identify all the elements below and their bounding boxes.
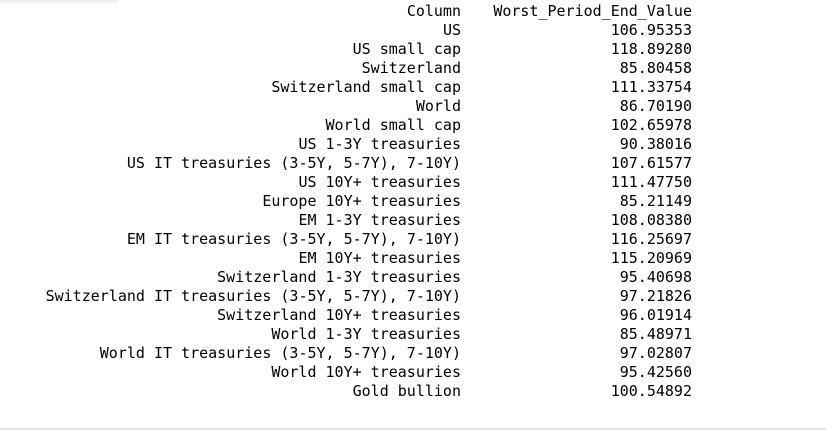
table-row: Switzerland small cap 111.33754	[0, 78, 692, 97]
row-value: 97.02807	[619, 344, 692, 362]
row-value: 95.40698	[619, 268, 692, 286]
table-row: Gold bullion 100.54892	[0, 382, 692, 401]
bottom-divider	[0, 428, 826, 430]
row-value: 118.89280	[610, 40, 692, 58]
row-value: 111.33754	[610, 78, 692, 96]
row-column-name: World 1-3Y treasuries	[271, 325, 461, 343]
row-column-name: US 10Y+ treasuries	[298, 173, 461, 191]
table-row: Switzerland IT treasuries (3-5Y, 5-7Y), …	[0, 287, 692, 306]
row-column-name: World IT treasuries (3-5Y, 5-7Y), 7-10Y)	[99, 344, 461, 362]
table-row: US small cap 118.89280	[0, 40, 692, 59]
table-row: Switzerland 10Y+ treasuries 96.01914	[0, 306, 692, 325]
row-column-name: US	[442, 21, 461, 39]
row-value: 111.47750	[610, 173, 692, 191]
row-column-name: Europe 10Y+ treasuries	[262, 192, 461, 210]
table-row: US 10Y+ treasuries 111.47750	[0, 173, 692, 192]
table-row: Switzerland 85.80458	[0, 59, 692, 78]
row-column-name: Switzerland small cap	[271, 78, 461, 96]
row-value: 100.54892	[610, 382, 692, 400]
table-row: US 1-3Y treasuries 90.38016	[0, 135, 692, 154]
row-value: 102.65978	[610, 116, 692, 134]
row-column-name: World small cap	[325, 116, 461, 134]
row-column-name: Switzerland IT treasuries (3-5Y, 5-7Y), …	[45, 287, 461, 305]
row-column-name: EM IT treasuries (3-5Y, 5-7Y), 7-10Y)	[126, 230, 461, 248]
row-value: 90.38016	[619, 135, 692, 153]
table-row: Switzerland 1-3Y treasuries 95.40698	[0, 268, 692, 287]
table-row: World small cap 102.65978	[0, 116, 692, 135]
dataframe-table: Column Worst_Period_End_Value US 106.9535…	[0, 2, 692, 401]
row-value: 95.42560	[619, 363, 692, 381]
top-edge-mark	[0, 0, 118, 3]
row-column-name: World 10Y+ treasuries	[271, 363, 461, 381]
row-value: 106.95353	[610, 21, 692, 39]
table-row: World 86.70190	[0, 97, 692, 116]
row-column-name: EM 1-3Y treasuries	[298, 211, 461, 229]
header-worst-period-end-value: Worst_Period_End_Value	[493, 2, 692, 20]
table-row: US IT treasuries (3-5Y, 5-7Y), 7-10Y) 107…	[0, 154, 692, 173]
table-row: World 10Y+ treasuries 95.42560	[0, 363, 692, 382]
row-column-name: EM 10Y+ treasuries	[298, 249, 461, 267]
row-value: 86.70190	[619, 97, 692, 115]
table-header-row: Column Worst_Period_End_Value	[0, 2, 692, 21]
table-row: World 1-3Y treasuries 85.48971	[0, 325, 692, 344]
table-row: EM 10Y+ treasuries 115.20969	[0, 249, 692, 268]
row-column-name: US small cap	[352, 40, 461, 58]
row-value: 116.25697	[610, 230, 692, 248]
row-value: 85.21149	[619, 192, 692, 210]
row-column-name: Switzerland	[361, 59, 461, 77]
table-body: US 106.95353 US small cap 118.89280 Switzerl…	[0, 21, 692, 401]
row-value: 96.01914	[619, 306, 692, 324]
row-column-name: World	[415, 97, 461, 115]
row-column-name: Switzerland 10Y+ treasuries	[217, 306, 461, 324]
row-value: 115.20969	[610, 249, 692, 267]
row-value: 97.21826	[619, 287, 692, 305]
row-column-name: US IT treasuries (3-5Y, 5-7Y), 7-10Y)	[126, 154, 461, 172]
header-column: Column	[406, 2, 461, 20]
table-row: World IT treasuries (3-5Y, 5-7Y), 7-10Y)…	[0, 344, 692, 363]
row-value: 85.48971	[619, 325, 692, 343]
table-row: EM 1-3Y treasuries 108.08380	[0, 211, 692, 230]
table-row: Europe 10Y+ treasuries 85.21149	[0, 192, 692, 211]
table-row: EM IT treasuries (3-5Y, 5-7Y), 7-10Y) 116…	[0, 230, 692, 249]
row-value: 85.80458	[619, 59, 692, 77]
row-column-name: Switzerland 1-3Y treasuries	[217, 268, 461, 286]
row-column-name: US 1-3Y treasuries	[298, 135, 461, 153]
row-value: 108.08380	[610, 211, 692, 229]
table-row: US 106.95353	[0, 21, 692, 40]
row-column-name: Gold bullion	[352, 382, 461, 400]
row-value: 107.61577	[610, 154, 692, 172]
